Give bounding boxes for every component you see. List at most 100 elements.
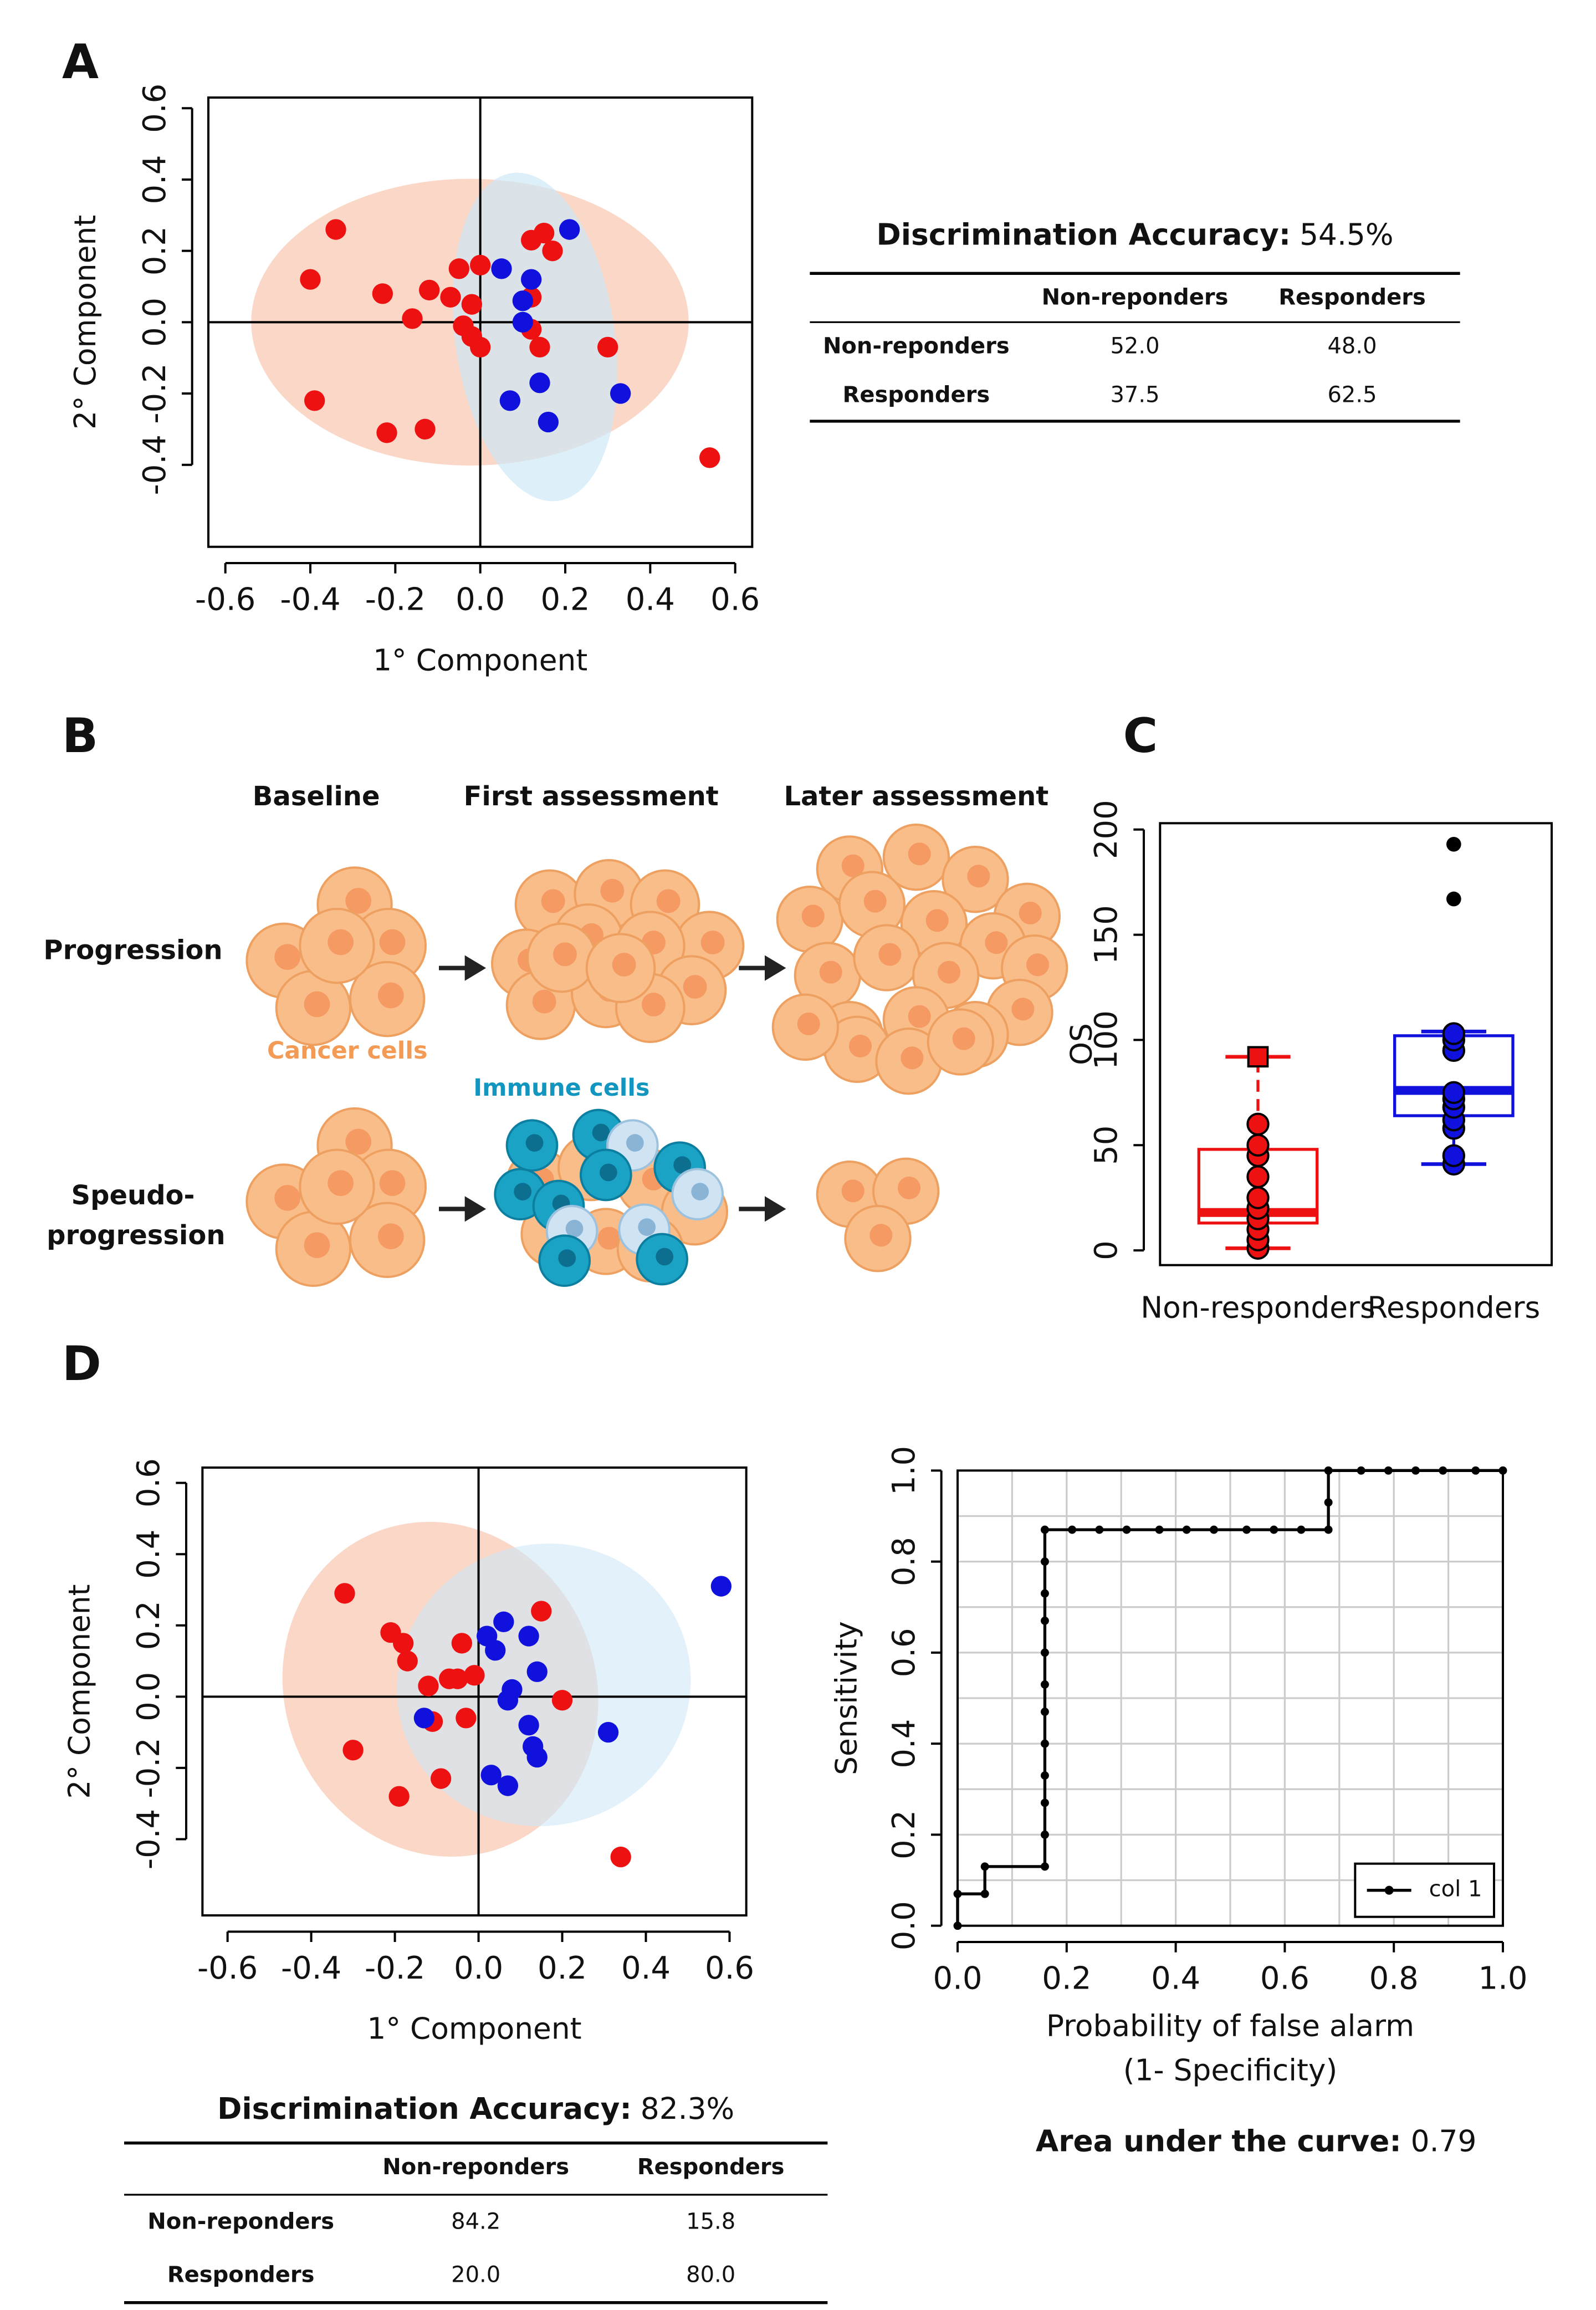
point <box>531 1601 552 1622</box>
x-tick-label: 0.4 <box>1151 1960 1200 1996</box>
point <box>447 1668 468 1689</box>
y-tick-label: -0.2 <box>137 363 173 423</box>
y-tick-label: 0.2 <box>131 1601 167 1650</box>
point <box>1242 1525 1251 1534</box>
cell-nucleus <box>841 854 864 877</box>
point <box>529 336 550 358</box>
cell-nucleus <box>898 1176 921 1199</box>
point <box>304 390 325 411</box>
point <box>1210 1525 1218 1534</box>
column-header: Non-reponders <box>1042 285 1229 310</box>
cell-nucleus <box>541 889 565 913</box>
point <box>980 1862 989 1871</box>
point <box>551 1690 573 1711</box>
x-tick-label: 0.6 <box>1260 1960 1309 1996</box>
table-cell: 62.5 <box>1327 382 1377 408</box>
point <box>1246 1165 1270 1188</box>
cell-label: Immune cells <box>473 1074 649 1102</box>
point <box>1068 1525 1077 1534</box>
x-tick-label: Non-responders <box>1140 1290 1375 1325</box>
column-label: First assessment <box>464 781 719 812</box>
cell-nucleus <box>673 1156 692 1174</box>
cell-nucleus <box>345 1128 371 1155</box>
table-cell: 84.2 <box>451 2209 500 2235</box>
cell-nucleus <box>1011 998 1035 1021</box>
point <box>710 1576 732 1597</box>
point <box>526 1661 548 1682</box>
point <box>1122 1525 1131 1534</box>
point <box>393 1633 414 1654</box>
legend-dot <box>1384 1885 1394 1895</box>
point <box>499 390 520 411</box>
point <box>419 279 440 301</box>
column-header: Non-reponders <box>382 2154 569 2180</box>
legend-label: col 1 <box>1429 1877 1482 1902</box>
x-tick-label: 0.0 <box>933 1960 982 1996</box>
point <box>610 1846 631 1868</box>
point <box>542 240 563 262</box>
cell-nucleus <box>1026 953 1050 977</box>
point <box>529 372 550 393</box>
cell-nucleus <box>304 1232 330 1258</box>
cell-nucleus <box>638 1218 656 1236</box>
cell-nucleus <box>819 960 842 984</box>
point <box>1040 1525 1049 1534</box>
cell-nucleus <box>379 1170 406 1196</box>
cell-nucleus <box>328 929 354 955</box>
y-tick-label: -0.2 <box>131 1737 167 1798</box>
y-tick-label: 50 <box>1088 1126 1124 1165</box>
point <box>491 258 512 279</box>
row-header: Non-reponders <box>823 334 1010 359</box>
point <box>526 1746 548 1768</box>
table-title-value: 82.3% <box>641 2091 734 2126</box>
row-header: Responders <box>843 382 990 408</box>
point <box>413 1708 435 1729</box>
y-tick-label: 100 <box>1088 1010 1124 1070</box>
cell-nucleus <box>656 1248 674 1266</box>
cell-nucleus <box>683 975 707 999</box>
point <box>451 1633 473 1654</box>
x-axis-title: 1° Component <box>367 2011 581 2046</box>
table-title-label: Discrimination Accuracy: <box>217 2091 632 2126</box>
cell-nucleus <box>801 904 825 928</box>
x-axis-title: 1° Component <box>373 642 587 677</box>
x-tick-label: 0.2 <box>538 1950 587 1986</box>
column-label: Later assessment <box>784 781 1048 812</box>
x-tick-label: 0.2 <box>540 581 590 617</box>
y-tick-label: -0.4 <box>137 435 173 495</box>
row-label: Progression <box>43 934 222 965</box>
cell-nucleus <box>525 1134 544 1152</box>
point <box>1442 1081 1465 1104</box>
x-tick-label: -0.4 <box>280 581 340 617</box>
table-cell: 80.0 <box>686 2262 735 2288</box>
cell-nucleus <box>869 1224 893 1247</box>
plot-frame <box>201 1466 748 1917</box>
cell-nucleus <box>600 878 625 903</box>
point <box>376 422 397 443</box>
cell-nucleus <box>274 1185 300 1211</box>
x-tick-label: -0.6 <box>197 1950 258 1986</box>
x-tick-label: 0.4 <box>621 1950 671 1986</box>
point <box>1246 1133 1270 1157</box>
point <box>372 283 393 304</box>
cell-nucleus <box>925 909 949 932</box>
point <box>342 1740 364 1761</box>
cell-nucleus <box>908 1005 931 1028</box>
point <box>325 219 346 240</box>
point <box>470 254 491 276</box>
row-header: Non-reponders <box>147 2209 334 2235</box>
point <box>1324 1525 1333 1534</box>
point <box>485 1640 506 1661</box>
column-header: Responders <box>1278 285 1426 310</box>
cell-nucleus <box>863 890 887 913</box>
point <box>464 1665 485 1686</box>
x-tick-label: -0.2 <box>365 1950 425 1986</box>
table-cell: 37.5 <box>1110 382 1159 408</box>
point <box>1040 1557 1049 1566</box>
point <box>1270 1525 1278 1534</box>
plot-frame <box>1159 822 1553 1266</box>
x-tick-label: -0.4 <box>281 1950 341 1986</box>
point <box>1324 1498 1333 1507</box>
